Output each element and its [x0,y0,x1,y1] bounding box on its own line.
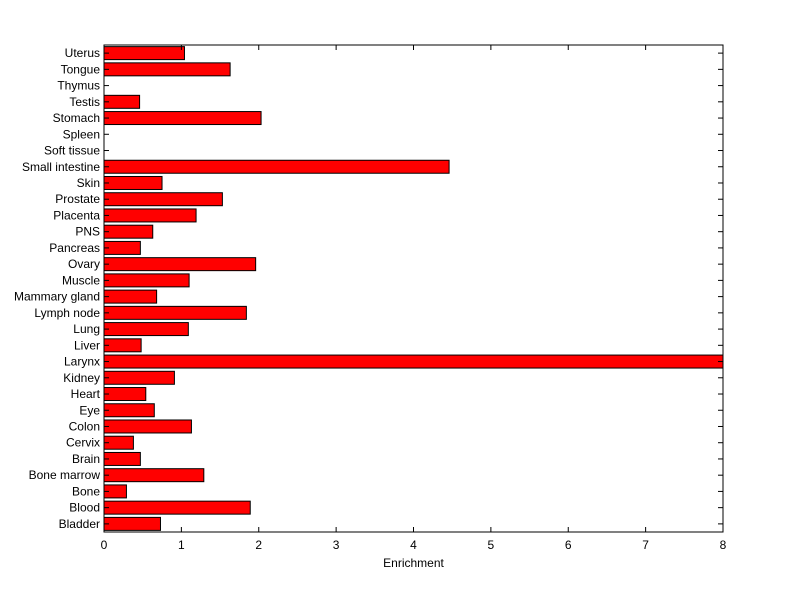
bar-blood [103,500,251,515]
bar-prostate [103,192,223,207]
bar-ovary [103,257,257,272]
y-tick-label-spleen: Spleen [63,127,100,141]
y-tick-label-skin: Skin [77,176,100,190]
y-tick-label-muscle: Muscle [62,273,100,287]
bar-bladder [103,516,161,531]
x-tick-label-5: 5 [488,538,495,552]
y-tick-label-colon: Colon [69,419,100,433]
y-tick-label-lymph-node: Lymph node [34,306,100,320]
bar-larynx [103,354,724,369]
bar-bone-marrow [103,468,205,483]
y-tick-label-tongue: Tongue [61,62,101,76]
bar-pns [103,224,154,239]
y-tick-label-uterus: Uterus [65,46,100,60]
bar-pancreas [103,240,141,255]
x-tick-label-4: 4 [410,538,417,552]
y-tick-label-mammary-gland: Mammary gland [14,290,100,304]
bar-colon [103,419,192,434]
x-tick-label-6: 6 [565,538,572,552]
y-tick-label-ovary: Ovary [68,257,100,271]
y-tick-label-pancreas: Pancreas [49,241,100,255]
x-tick-label-3: 3 [333,538,340,552]
x-axis-title: Enrichment [383,556,444,570]
y-tick-label-prostate: Prostate [55,192,100,206]
bar-liver [103,338,142,353]
y-tick-label-bladder: Bladder [59,517,100,531]
y-tick-label-liver: Liver [74,338,100,352]
y-tick-label-pns: PNS [75,225,100,239]
plot-frame [103,44,724,533]
y-tick-label-brain: Brain [72,452,100,466]
y-tick-label-stomach: Stomach [53,111,100,125]
bar-stomach [103,111,262,126]
x-tick-label-1: 1 [178,538,185,552]
bar-muscle [103,273,190,288]
x-tick-label-2: 2 [255,538,262,552]
bar-tongue [103,62,231,77]
x-tick-label-7: 7 [642,538,649,552]
x-tick-label-0: 0 [101,538,108,552]
bar-skin [103,175,163,190]
y-tick-label-lung: Lung [73,322,100,336]
y-tick-label-placenta: Placenta [53,208,100,222]
y-tick-label-bone-marrow: Bone marrow [29,468,101,482]
y-tick-label-heart: Heart [71,387,101,401]
y-tick-label-testis: Testis [69,95,100,109]
y-tick-label-blood: Blood [69,501,100,515]
y-tick-label-eye: Eye [79,403,100,417]
y-tick-label-thymus: Thymus [57,79,100,93]
bar-uterus [103,46,185,61]
bar-lymph-node [103,305,247,320]
bar-lung [103,322,189,337]
y-tick-label-bone: Bone [72,484,100,498]
bar-testis [103,94,141,109]
bar-brain [103,451,141,466]
x-tick-label-8: 8 [720,538,727,552]
bar-eye [103,403,155,418]
plot-area [104,45,723,532]
y-tick-label-small-intestine: Small intestine [22,160,100,174]
bar-placenta [103,208,197,223]
bar-mammary-gland [103,289,158,304]
bar-kidney [103,370,175,385]
bar-small-intestine [103,159,450,174]
y-tick-label-larynx: Larynx [64,355,100,369]
y-tick-label-kidney: Kidney [63,371,100,385]
y-tick-group: Uterus Tongue Thymus Testis Stomach Spleen Sof… [14,46,723,531]
y-tick-label-cervix: Cervix [66,436,100,450]
y-tick-label-soft-tissue: Soft tissue [44,144,100,158]
bar-heart [103,387,147,402]
